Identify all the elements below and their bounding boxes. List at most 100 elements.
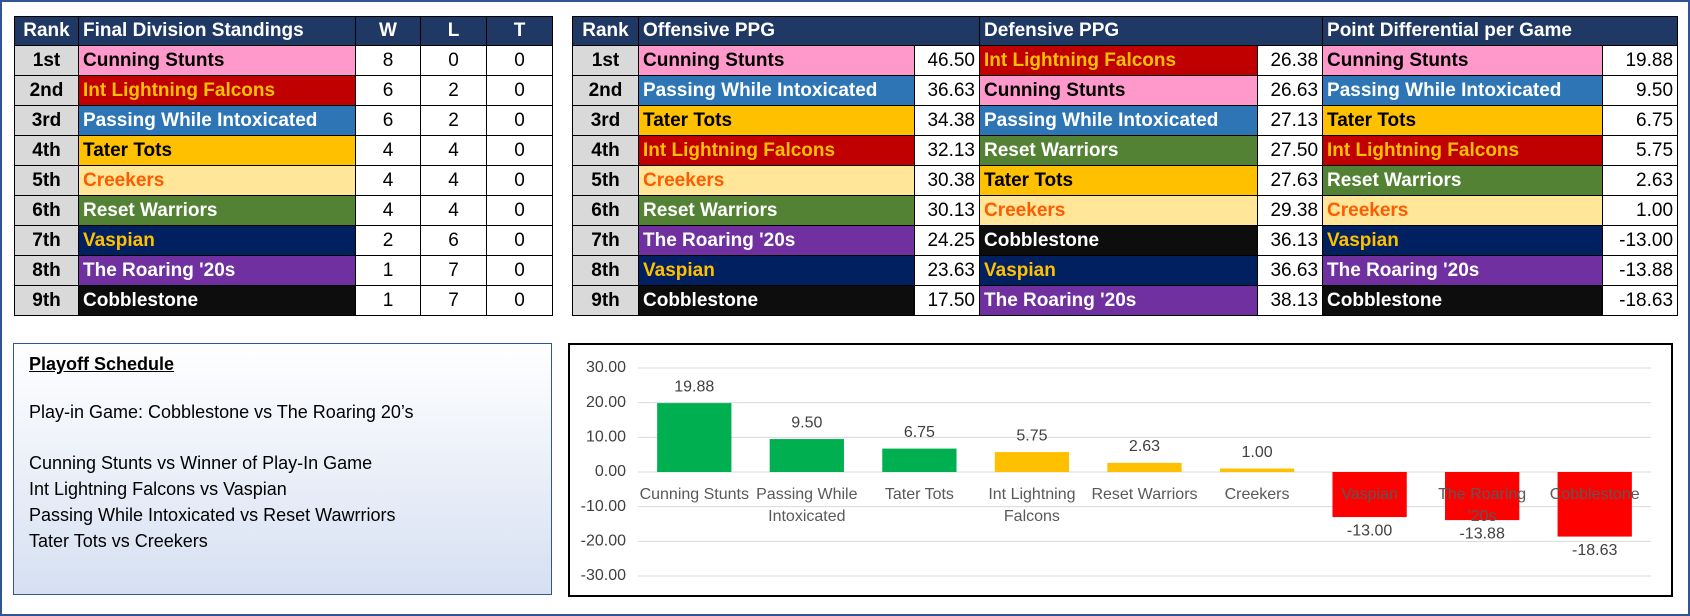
rank-cell: 3rd <box>572 105 639 136</box>
val-cell: 27.50 <box>1256 135 1324 166</box>
team-cell: Cobblestone <box>638 285 915 316</box>
rank-cell: 7th <box>14 225 79 256</box>
num-cell: 2 <box>355 225 421 256</box>
value-label: -13.00 <box>1347 522 1392 539</box>
team-cell: Cunning Stunts <box>638 45 915 76</box>
row: 6th Reset Warriors 30.13 Creekers 29.38 Creek… <box>572 195 1679 226</box>
val-cell: 36.63 <box>1256 255 1324 286</box>
rank-cell: 9th <box>572 285 639 316</box>
header-cell: Offensive PPG <box>638 16 980 46</box>
num-cell: 6 <box>355 105 421 136</box>
header-cell: W <box>355 16 421 46</box>
matchup: Cunning Stunts vs Winner of Play-In Game <box>29 453 373 473</box>
rank-cell: 1st <box>572 45 639 76</box>
team-cell: Passing While Intoxicated <box>638 75 915 106</box>
rank-cell: 1st <box>14 45 79 76</box>
bar <box>1219 468 1295 472</box>
value-label: 2.63 <box>1129 438 1160 455</box>
val-cell: 32.13 <box>914 135 980 166</box>
num-cell: 0 <box>486 255 553 286</box>
bar <box>1107 462 1182 472</box>
value-label: 1.00 <box>1241 444 1272 461</box>
val-cell: 1.00 <box>1602 195 1679 226</box>
value-label: 19.88 <box>674 378 714 395</box>
y-tick-label: 0.00 <box>595 463 626 480</box>
rank-cell: 6th <box>14 195 79 226</box>
value-label: -13.88 <box>1459 525 1504 542</box>
matchup: Int Lightning Falcons vs Vaspian <box>29 479 287 499</box>
value-label: 9.50 <box>791 414 822 431</box>
val-cell: 34.38 <box>914 105 980 136</box>
val-cell: 29.38 <box>1256 195 1324 226</box>
team-cell: Int Lightning Falcons <box>1322 135 1604 166</box>
num-cell: 4 <box>420 195 487 226</box>
y-tick-label: -20.00 <box>581 533 626 550</box>
header-cell: Defensive PPG <box>978 16 1324 46</box>
team-cell: Creekers <box>638 165 915 196</box>
num-cell: 2 <box>420 105 487 136</box>
x-tick-label: The Roaring '20s <box>1438 486 1527 525</box>
val-cell: 17.50 <box>914 285 980 316</box>
num-cell: 0 <box>420 45 487 76</box>
row: 9th Cobblestone 17.50 The Roaring '20s 38.13… <box>572 285 1679 316</box>
val-cell: 26.38 <box>1256 45 1324 76</box>
team-cell: The Roaring '20s <box>979 285 1258 316</box>
num-cell: 8 <box>355 45 421 76</box>
num-cell: 4 <box>355 135 421 166</box>
value-label: -18.63 <box>1572 542 1617 559</box>
value-label: 6.75 <box>904 424 935 441</box>
num-cell: 4 <box>420 135 487 166</box>
team-cell: Vaspian <box>1322 225 1604 256</box>
num-cell: 6 <box>420 225 487 256</box>
val-cell: 19.88 <box>1602 45 1679 76</box>
row: 4th Int Lightning Falcons 32.13 Reset Warri… <box>572 135 1679 166</box>
team-cell: Creekers <box>1322 195 1604 226</box>
team-cell: Vaspian <box>979 255 1258 286</box>
num-cell: 0 <box>486 195 553 226</box>
val-cell: 36.13 <box>1256 225 1324 256</box>
bar <box>1445 472 1520 521</box>
val-cell: 5.75 <box>1602 135 1679 166</box>
num-cell: 0 <box>486 75 553 106</box>
rank-cell: 8th <box>572 255 639 286</box>
rank-cell: 9th <box>14 285 79 316</box>
num-cell: 0 <box>486 285 553 316</box>
val-cell: -13.00 <box>1602 225 1679 256</box>
num-cell: 4 <box>355 195 421 226</box>
team-cell: Tater Tots <box>979 165 1258 196</box>
val-cell: 9.50 <box>1602 75 1679 106</box>
stats-table: Rank Offensive PPG Defensive PPG Point Diff… <box>572 16 1679 316</box>
x-tick-label: Reset Warriors <box>1091 486 1198 503</box>
val-cell: 6.75 <box>1602 105 1679 136</box>
header-cell: Rank <box>572 16 639 46</box>
matchups: Cunning Stunts vs Winner of Play-In Game… <box>29 450 536 554</box>
x-tick-label: Int Lightning Falcons <box>988 486 1076 525</box>
row: 8th The Roaring '20s 1 7 0 <box>14 255 553 286</box>
bar <box>1332 472 1407 518</box>
x-tick-label: Vaspian <box>1341 486 1398 503</box>
team-cell: Cunning Stunts <box>979 75 1258 106</box>
value-label: 5.75 <box>1016 427 1047 444</box>
play-in: Play-in Game: Cobblestone vs The Roaring… <box>29 402 414 422</box>
row: 7th The Roaring '20s 24.25 Cobblestone 36.13… <box>572 225 1679 256</box>
num-cell: 0 <box>486 105 553 136</box>
num-cell: 0 <box>486 45 553 76</box>
team-cell: The Roaring '20s <box>638 225 915 256</box>
val-cell: 27.63 <box>1256 165 1324 196</box>
row: 9th Cobblestone 1 7 0 <box>14 285 553 316</box>
team-cell: Tater Tots <box>638 105 915 136</box>
bar <box>1557 472 1632 537</box>
x-tick-label: Cobblestone <box>1549 486 1640 503</box>
val-cell: 26.63 <box>1256 75 1324 106</box>
team-cell: Reset Warriors <box>1322 165 1604 196</box>
header-cell: Final Division Standings <box>78 16 356 46</box>
val-cell: 24.25 <box>914 225 980 256</box>
chart: -30.00 -20.00 -10.00 0.00 10.00 20.00 30.00 19.… <box>568 343 1673 597</box>
val-cell: -18.63 <box>1602 285 1679 316</box>
y-tick-label: 20.00 <box>586 394 626 411</box>
playoff-title: Playoff Schedule <box>29 354 175 374</box>
team-cell: Cunning Stunts <box>1322 45 1604 76</box>
num-cell: 4 <box>355 165 421 196</box>
row: 1st Cunning Stunts 46.50 Int Lightning Falc… <box>572 45 1679 76</box>
num-cell: 0 <box>486 165 553 196</box>
